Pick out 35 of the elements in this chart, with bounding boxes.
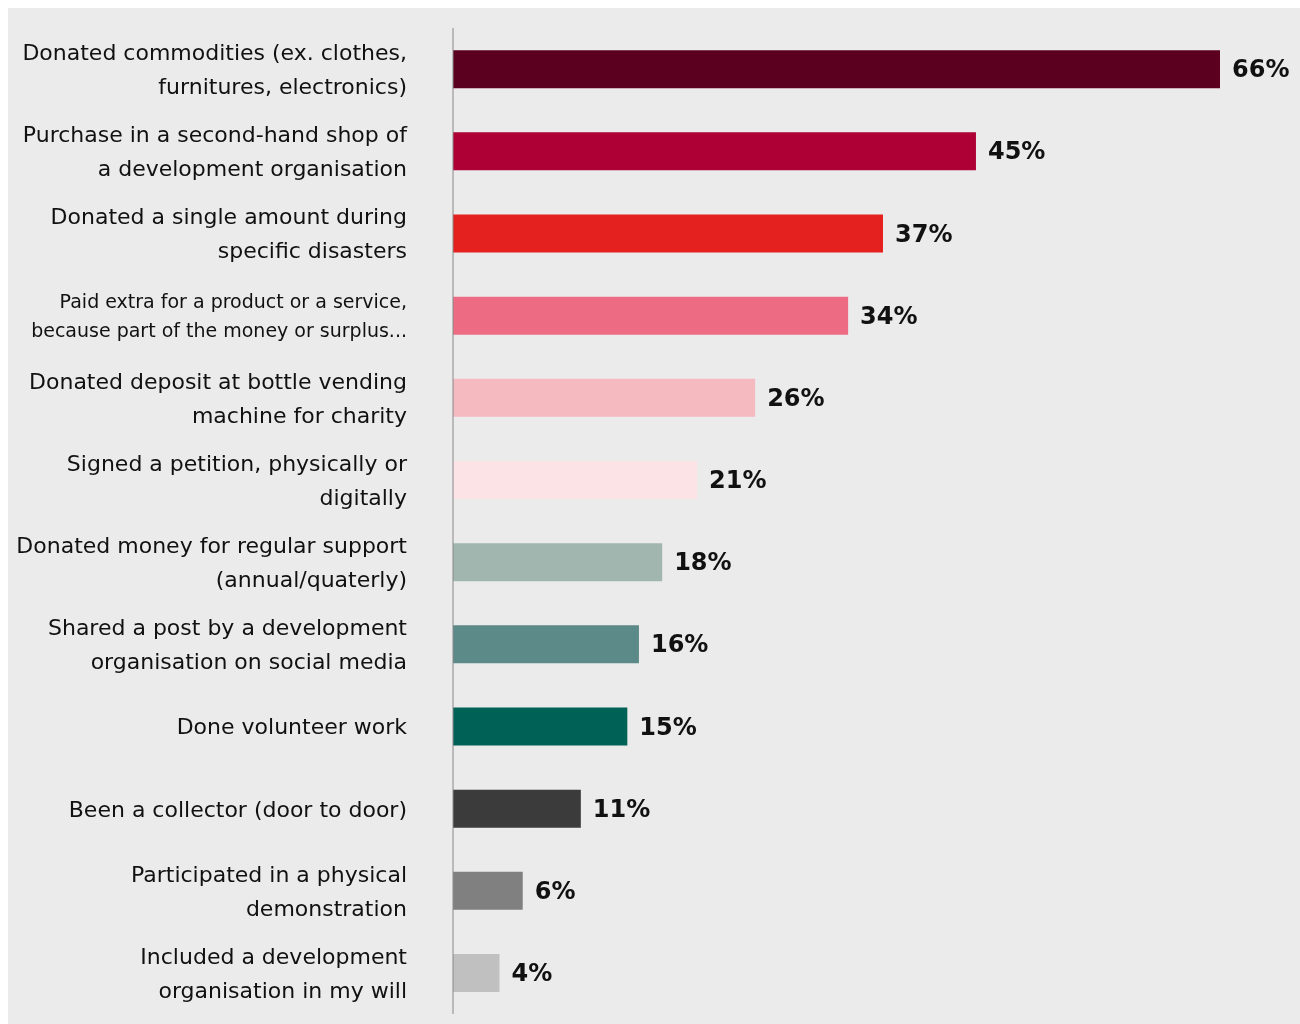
- y-tick-label: Done volunteer work: [176, 713, 408, 739]
- y-tick-label: Donated deposit at bottle vending machine for charity: [29, 368, 407, 428]
- bar: [453, 954, 500, 993]
- data-label: 45%: [987, 137, 1046, 166]
- data-label: 15%: [639, 712, 697, 741]
- data-label: 16%: [650, 630, 709, 659]
- data-label: 26%: [767, 383, 825, 412]
- bar: [453, 214, 883, 253]
- bar: [453, 50, 1220, 89]
- data-label: 18%: [674, 548, 732, 577]
- y-tick-label: Signed a petition, physically or digitally: [66, 450, 408, 510]
- bar: [453, 132, 976, 171]
- bar: [453, 543, 663, 582]
- data-label: 21%: [709, 466, 767, 495]
- bar: [453, 378, 756, 417]
- y-tick-label: Donated money for regular support (annual/quaterly): [16, 532, 408, 592]
- bar: [453, 296, 849, 335]
- y-tick-label: Paid extra for a product or a service, because part of the money or surplus...: [31, 289, 407, 342]
- data-label: 11%: [592, 794, 651, 823]
- y-tick-label: Been a collector (door to door): [68, 796, 407, 822]
- y-tick-label: Donated commodities (ex. clothes, furnitures, electronics): [22, 39, 407, 99]
- data-label: 66%: [1232, 55, 1290, 84]
- data-label: 6%: [534, 876, 576, 905]
- y-tick-label: Included a development organisation in my will: [140, 943, 408, 1003]
- y-tick-label: Purchase in a second-hand shop of a development organisation: [22, 121, 409, 181]
- y-tick-label: Shared a post by a development organisation on social media: [47, 614, 408, 674]
- bar: [453, 461, 698, 500]
- data-label: 37%: [894, 219, 953, 248]
- y-tick-label: Donated a single amount during specific disasters: [50, 203, 407, 263]
- bar: [453, 789, 581, 828]
- y-tick-label: Participated in a physical demonstration: [130, 861, 407, 921]
- data-label: 4%: [511, 959, 553, 988]
- bar: [453, 707, 628, 746]
- data-label: 34%: [860, 301, 918, 330]
- bar: [453, 625, 639, 664]
